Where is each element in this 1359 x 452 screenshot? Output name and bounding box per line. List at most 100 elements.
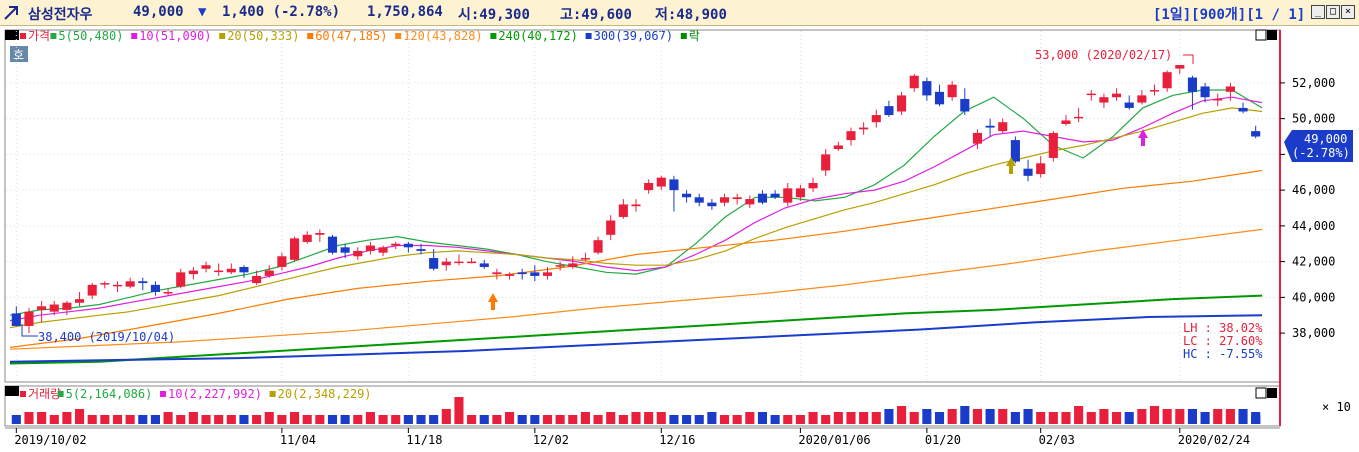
candle-body <box>315 233 325 235</box>
candle-body <box>568 263 578 267</box>
volume-bar <box>517 415 527 424</box>
candle-body <box>125 281 135 287</box>
ho-button[interactable] <box>10 46 28 62</box>
price-legend-item: 락 <box>689 29 700 43</box>
candle-body <box>11 313 21 326</box>
candle-body <box>682 193 692 198</box>
volume-bar <box>378 415 388 424</box>
legend-swatch-icon <box>585 33 592 39</box>
candle-body <box>1162 72 1172 89</box>
pane-close-icon[interactable] <box>1267 30 1277 40</box>
legend-swatch-icon <box>131 33 138 39</box>
volume-bar <box>1175 409 1185 424</box>
candle-body <box>1137 95 1147 103</box>
legend-swatch-icon <box>20 391 26 397</box>
volume-bar <box>770 415 780 424</box>
volume-bar <box>1074 406 1084 424</box>
volume-bar <box>1225 409 1235 424</box>
volume-bar <box>252 415 262 424</box>
period-selector[interactable]: [1일][900개][1 / 1] <box>1153 7 1306 23</box>
volume-restore-icon[interactable] <box>1255 387 1267 399</box>
candle-body <box>998 122 1008 132</box>
price-tick-label: 40,000 <box>1292 290 1335 304</box>
price-tick-label: 44,000 <box>1292 219 1335 233</box>
candle-body <box>1074 116 1084 119</box>
candle-body <box>138 281 148 284</box>
candle-body <box>226 268 236 273</box>
candle-body <box>100 283 110 285</box>
volume-bar <box>669 415 679 424</box>
legend-swatch-icon <box>307 33 314 39</box>
volume-bar <box>1023 409 1033 424</box>
candle-body <box>833 145 843 150</box>
volume-legend-item: 20(2,348,229) <box>278 387 372 401</box>
volume-bar <box>479 415 489 424</box>
candle-body <box>176 272 186 287</box>
date-axis: 2019/10/02 11/04 11/18 12/02 12/16 2020/01/06… <box>14 428 1250 447</box>
candle-body <box>1225 86 1235 92</box>
date-tick-label: 12/16 <box>659 433 695 447</box>
volume-bar <box>960 406 970 424</box>
volume-bar <box>884 409 894 424</box>
volume-bar <box>972 409 983 424</box>
candle-body <box>846 131 856 141</box>
legend-swatch-icon <box>160 391 166 397</box>
close-button[interactable]: × <box>1341 5 1355 19</box>
price-tick-label: 46,000 <box>1292 183 1335 197</box>
pane-restore-icon[interactable] <box>1255 29 1267 41</box>
candlestick-series <box>11 65 1261 334</box>
candle-body <box>618 204 628 217</box>
candle-body <box>467 261 477 264</box>
price-legend: 가격 5(50,480) 10(51,090) 20(50,333) 60(47,185… <box>20 29 700 43</box>
volume-bar <box>897 406 907 424</box>
candle-body <box>492 272 502 275</box>
volume-bar <box>125 415 135 424</box>
volume-bar <box>176 415 186 424</box>
volume-bar <box>112 415 123 424</box>
chart-tool-icon[interactable] <box>3 3 19 21</box>
date-tick-label: 12/02 <box>533 433 569 447</box>
volume-bars <box>11 397 1261 424</box>
candle-body <box>49 304 59 312</box>
volume-bar <box>100 415 110 424</box>
pane-controls[interactable] <box>1255 29 1277 399</box>
volume-bar <box>467 415 477 424</box>
volume-bar <box>264 412 274 424</box>
down-arrow-icon: ▼ <box>198 4 207 20</box>
volume-bar <box>391 415 401 424</box>
volume-bar <box>631 412 641 424</box>
lc-stat: LC : 27.60% <box>1183 334 1263 348</box>
volume-bar <box>75 409 85 424</box>
candle-body <box>1023 168 1033 176</box>
date-tick-label: 11/18 <box>406 433 442 447</box>
volume-bar <box>656 412 666 424</box>
maximize-button[interactable]: □ <box>1326 5 1340 19</box>
volume-bar <box>580 412 590 424</box>
volume-close-icon[interactable] <box>1267 388 1277 398</box>
candle-body <box>1251 131 1261 137</box>
volume-bar <box>492 415 502 424</box>
volume-bar <box>11 415 21 424</box>
volume-bar <box>998 409 1008 424</box>
volume-bar <box>1099 409 1109 424</box>
volume-bar <box>1238 409 1248 424</box>
volume-bar <box>606 412 616 424</box>
candle-body <box>302 234 312 242</box>
candle-body <box>795 188 805 198</box>
price-tick-label: 38,000 <box>1292 326 1335 340</box>
candle-body <box>277 256 287 267</box>
volume-legend-item: 거래량 <box>28 387 61 401</box>
volume-pane-handle-icon[interactable] <box>5 386 19 396</box>
price-grid <box>6 31 1279 381</box>
volume-bar <box>365 412 375 424</box>
volume-legend-item: 10(2,227,992) <box>168 387 262 401</box>
candle-body <box>504 274 515 276</box>
date-tick-label: 01/20 <box>925 433 961 447</box>
candle-body <box>631 204 641 207</box>
candle-body <box>112 284 123 287</box>
candle-body <box>1099 97 1109 103</box>
pane-handle-icon[interactable] <box>5 30 19 40</box>
minimize-button[interactable]: _ <box>1311 5 1325 19</box>
volume-bar <box>201 415 211 424</box>
volume-bar <box>618 415 628 424</box>
